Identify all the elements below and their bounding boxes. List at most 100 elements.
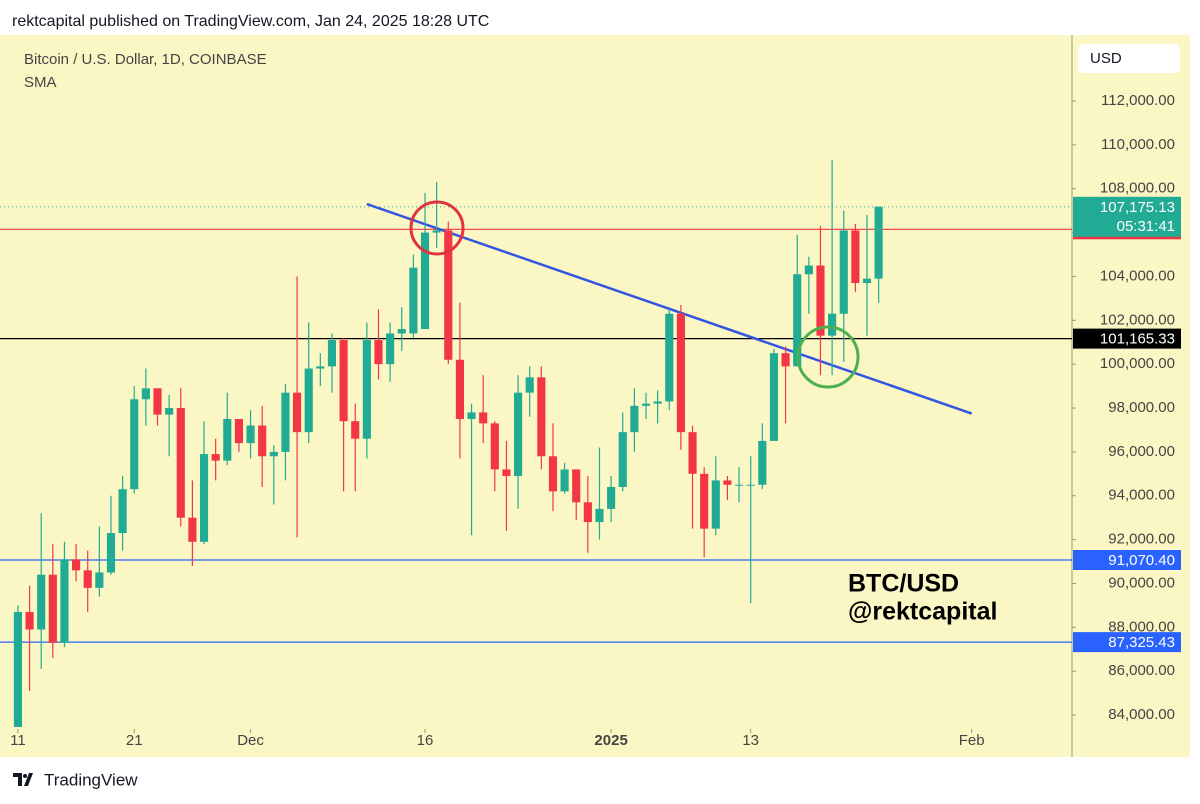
plot — [0, 160, 1072, 727]
candle-body — [83, 570, 92, 588]
candle-body — [874, 206, 883, 279]
chart-title: Bitcoin / U.S. Dollar, 1D, COINBASE — [24, 51, 267, 68]
candle-body — [72, 559, 81, 571]
candle-body — [688, 432, 697, 474]
candle-body — [293, 392, 302, 433]
candle-body — [374, 340, 383, 365]
trendline — [366, 202, 973, 415]
level-label-box — [1073, 632, 1181, 653]
candle-body — [188, 517, 197, 542]
candle-body — [13, 611, 23, 727]
candle-body — [583, 502, 592, 523]
candle-body — [130, 399, 139, 490]
candle-body — [513, 392, 523, 477]
annotation: @rektcapital — [848, 598, 997, 626]
y-tick-label: 108,000.00 — [1100, 180, 1175, 197]
x-tick-label: Feb — [959, 732, 985, 749]
candle-body — [37, 574, 46, 630]
candle-body — [420, 232, 430, 330]
candle-body — [828, 313, 837, 336]
highlight-circle — [796, 325, 860, 389]
candle-body — [769, 353, 779, 441]
candle-body — [862, 278, 872, 284]
candle-body — [525, 377, 534, 393]
candle-body — [141, 388, 150, 400]
y-tick-label: 94,000.00 — [1108, 487, 1175, 504]
y-tick-label: 98,000.00 — [1108, 399, 1175, 416]
x-tick-label: 16 — [417, 732, 434, 749]
candle-body — [25, 611, 34, 630]
candle-body — [711, 480, 720, 529]
candle-body — [618, 432, 627, 487]
candle-body — [455, 359, 464, 419]
footer: TradingView — [44, 770, 138, 789]
chart-subtitle: SMA — [24, 74, 57, 91]
candle-body — [409, 267, 418, 334]
current-price-label: 107,175.13 — [1100, 199, 1175, 216]
candle-body — [60, 559, 69, 643]
y-tick-label: 102,000.00 — [1100, 311, 1175, 328]
candle-body — [444, 230, 453, 360]
y-tick-label: 110,000.00 — [1101, 136, 1175, 153]
candle-body — [106, 533, 116, 573]
candle-body — [351, 421, 360, 439]
level-label: 87,325.43 — [1108, 634, 1175, 651]
candle-body — [746, 484, 755, 486]
candle-body — [165, 408, 174, 415]
candle-body — [397, 329, 406, 334]
y-tick-label: 92,000.00 — [1108, 531, 1175, 548]
currency-box[interactable] — [1078, 44, 1180, 73]
candle-body — [490, 423, 499, 470]
candle-body — [548, 456, 558, 492]
candle-body — [758, 440, 767, 485]
x-tick-label: 11 — [10, 732, 26, 749]
candle-body — [479, 412, 488, 424]
candle-body — [269, 451, 278, 457]
y-tick-label: 112,000.00 — [1101, 92, 1175, 109]
chart-background — [0, 35, 1190, 757]
candle-body — [665, 313, 674, 402]
x-tick-label: 2025 — [594, 732, 627, 749]
y-tick-label: 86,000.00 — [1108, 662, 1175, 679]
candle-body — [700, 473, 709, 529]
y-tick-label: 100,000.00 — [1100, 355, 1175, 372]
candle-body — [258, 425, 267, 457]
candle-body — [95, 572, 104, 588]
candle-body — [223, 418, 232, 461]
candle-body — [502, 469, 511, 477]
candle-body — [723, 480, 732, 485]
y-tick-label: 88,000.00 — [1108, 618, 1175, 635]
level-label-box — [1073, 328, 1181, 349]
y-tick-label: 96,000.00 — [1108, 443, 1175, 460]
candle-body — [676, 313, 685, 433]
candle-body — [339, 340, 348, 422]
candle-body — [362, 340, 371, 439]
candle-body — [560, 469, 569, 492]
candle-body — [607, 486, 616, 509]
candle-body — [851, 230, 860, 284]
candle-body — [304, 368, 313, 433]
candle-body — [211, 454, 220, 461]
y-tick-label: 84,000.00 — [1108, 706, 1175, 723]
x-tick-label: Dec — [237, 732, 264, 749]
candle-body — [176, 408, 185, 518]
candle-body — [281, 392, 290, 452]
candle-body — [48, 574, 57, 643]
candle-body — [467, 412, 476, 419]
candle-body — [641, 403, 651, 406]
tradingview-logo — [13, 773, 33, 786]
highlight-circle — [409, 200, 465, 256]
countdown-label: 05:31:41 — [1117, 218, 1175, 235]
current-price-box — [1073, 196, 1181, 237]
header: rektcapital published on TradingView.com… — [12, 13, 489, 30]
level-label: 91,070.40 — [1108, 552, 1175, 569]
x-tick-label: 21 — [126, 732, 143, 749]
candle-body — [327, 340, 337, 367]
candle-body — [118, 489, 127, 534]
currency-label[interactable]: USD — [1090, 50, 1122, 67]
y-tick-label: 104,000.00 — [1100, 267, 1175, 284]
candle-body — [595, 508, 604, 523]
candle-body — [234, 418, 243, 444]
